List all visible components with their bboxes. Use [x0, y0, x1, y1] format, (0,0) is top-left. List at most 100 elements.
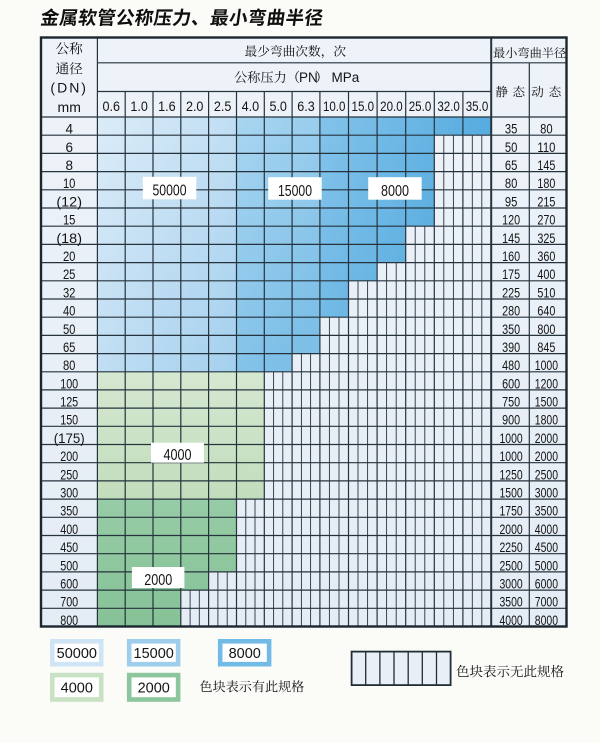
svg-text:4.0: 4.0 — [242, 98, 260, 114]
svg-text:1250: 1250 — [500, 467, 523, 482]
svg-text:4000: 4000 — [61, 680, 93, 696]
svg-text:215: 215 — [537, 194, 555, 209]
svg-text:600: 600 — [502, 376, 520, 391]
svg-text:600: 600 — [60, 577, 78, 592]
svg-text:280: 280 — [502, 304, 520, 319]
svg-text:7000: 7000 — [535, 595, 558, 610]
svg-text:6000: 6000 — [535, 577, 558, 592]
svg-text:2500: 2500 — [500, 558, 523, 573]
svg-text:200: 200 — [60, 449, 78, 464]
svg-text:480: 480 — [502, 358, 520, 373]
svg-text:900: 900 — [502, 413, 520, 428]
svg-text:PN: PN — [299, 70, 318, 85]
svg-text:3500: 3500 — [535, 504, 558, 519]
svg-text:1500: 1500 — [500, 486, 523, 501]
svg-text:50000: 50000 — [153, 182, 187, 199]
svg-text:450: 450 — [60, 540, 78, 555]
svg-text:6: 6 — [65, 140, 73, 155]
svg-text:3000: 3000 — [535, 486, 558, 501]
svg-text:700: 700 — [60, 595, 78, 610]
svg-text:3500: 3500 — [500, 595, 523, 610]
svg-text:8000: 8000 — [229, 646, 261, 662]
svg-text:4500: 4500 — [535, 540, 558, 555]
svg-text:25: 25 — [63, 267, 76, 282]
svg-text:80: 80 — [540, 122, 553, 137]
svg-text:360: 360 — [537, 249, 555, 264]
svg-text:845: 845 — [537, 340, 555, 355]
svg-text:500: 500 — [60, 558, 78, 573]
svg-text:250: 250 — [60, 467, 78, 482]
svg-text:80: 80 — [63, 358, 76, 373]
svg-text:32: 32 — [63, 285, 76, 300]
svg-text:65: 65 — [505, 158, 518, 173]
svg-text:50: 50 — [63, 322, 76, 337]
svg-text:35.0: 35.0 — [466, 98, 489, 114]
svg-text:2.5: 2.5 — [214, 98, 232, 114]
svg-text:(175): (175) — [54, 431, 85, 446]
svg-text:100: 100 — [60, 376, 78, 391]
svg-text:2000: 2000 — [500, 522, 523, 537]
svg-text:1800: 1800 — [535, 413, 558, 428]
svg-text:15: 15 — [63, 213, 76, 228]
svg-text:350: 350 — [60, 504, 78, 519]
svg-text:800: 800 — [60, 613, 78, 628]
svg-text:110: 110 — [537, 140, 555, 155]
svg-text:510: 510 — [537, 285, 555, 300]
svg-text:15000: 15000 — [278, 183, 312, 200]
svg-text:40: 40 — [63, 304, 76, 319]
svg-text:300: 300 — [60, 486, 78, 501]
svg-text:125: 125 — [60, 395, 78, 410]
svg-text:8000: 8000 — [535, 613, 558, 628]
svg-text:2.0: 2.0 — [186, 98, 204, 114]
svg-text:20.0: 20.0 — [380, 98, 403, 114]
svg-text:65: 65 — [63, 340, 76, 355]
svg-text:15000: 15000 — [134, 646, 174, 662]
svg-text:1000: 1000 — [535, 358, 558, 373]
svg-text:MPa: MPa — [332, 70, 360, 85]
svg-text:2250: 2250 — [500, 540, 523, 555]
svg-text:15.0: 15.0 — [352, 98, 375, 114]
svg-text:4: 4 — [65, 122, 73, 137]
svg-text:4000: 4000 — [535, 522, 558, 537]
svg-text:50000: 50000 — [57, 646, 97, 662]
svg-text:(18): (18) — [56, 231, 82, 246]
svg-text:6.3: 6.3 — [297, 98, 315, 114]
svg-text:180: 180 — [537, 176, 555, 191]
svg-text:325: 325 — [537, 231, 555, 246]
svg-text:3000: 3000 — [500, 577, 523, 592]
svg-text:400: 400 — [60, 522, 78, 537]
svg-text:35: 35 — [505, 122, 518, 137]
svg-text:20: 20 — [63, 249, 76, 264]
svg-text:800: 800 — [537, 322, 555, 337]
svg-text:4000: 4000 — [500, 613, 523, 628]
svg-text:270: 270 — [537, 213, 555, 228]
svg-text:150: 150 — [60, 413, 78, 428]
svg-text:4000: 4000 — [164, 447, 192, 464]
svg-text:160: 160 — [502, 249, 520, 264]
svg-text:32.0: 32.0 — [437, 98, 460, 114]
svg-text:1200: 1200 — [535, 376, 558, 391]
svg-text:80: 80 — [505, 176, 518, 191]
svg-text:145: 145 — [502, 231, 520, 246]
svg-text:2000: 2000 — [144, 572, 172, 589]
svg-text:mm: mm — [58, 99, 81, 115]
svg-text:225: 225 — [502, 285, 520, 300]
svg-text:2000: 2000 — [535, 449, 558, 464]
svg-text:50: 50 — [505, 140, 518, 155]
svg-text:175: 175 — [502, 267, 520, 282]
svg-text:5000: 5000 — [535, 558, 558, 573]
svg-text:750: 750 — [502, 395, 520, 410]
svg-text:0.6: 0.6 — [103, 98, 121, 114]
svg-text:400: 400 — [537, 267, 555, 282]
svg-text:390: 390 — [502, 340, 520, 355]
svg-text:10: 10 — [63, 176, 76, 191]
svg-text:8000: 8000 — [381, 183, 409, 200]
svg-text:145: 145 — [537, 158, 555, 173]
svg-text:1750: 1750 — [500, 504, 523, 519]
svg-text:10.0: 10.0 — [323, 98, 346, 114]
svg-text:5.0: 5.0 — [269, 98, 287, 114]
svg-text:8: 8 — [65, 158, 73, 173]
svg-text:1.6: 1.6 — [158, 98, 176, 114]
svg-text:2000: 2000 — [535, 431, 558, 446]
svg-text:350: 350 — [502, 322, 520, 337]
